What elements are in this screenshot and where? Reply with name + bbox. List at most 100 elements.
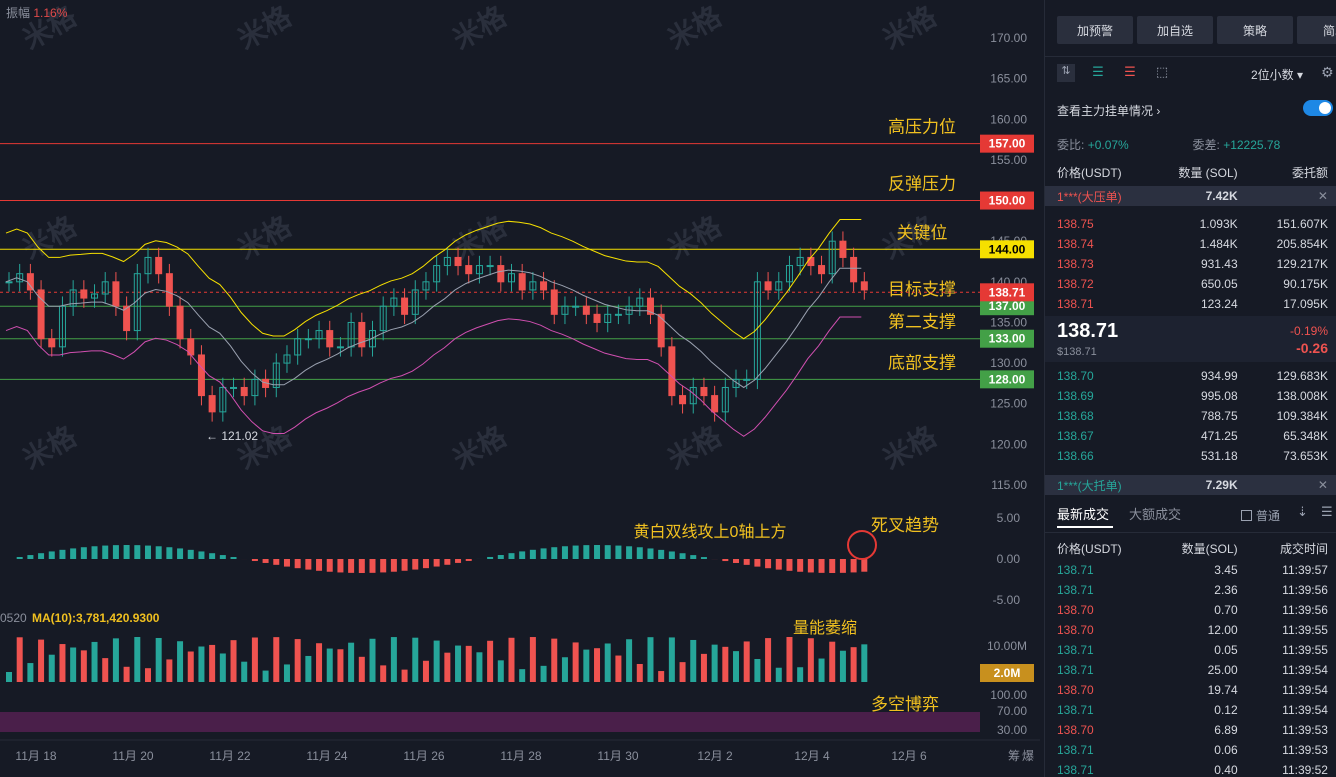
candle-body bbox=[540, 281, 548, 291]
candle-body bbox=[839, 240, 847, 258]
candle-body bbox=[636, 297, 644, 307]
trade-row[interactable]: 138.71 0.05 11:39:55 bbox=[1057, 640, 1328, 660]
close-icon[interactable]: ✕ bbox=[1317, 478, 1328, 492]
filter-icon[interactable]: ⇣ bbox=[1297, 504, 1308, 519]
macd-bar bbox=[134, 545, 141, 559]
trade-qty-header[interactable]: 数量(SOL) bbox=[1181, 542, 1238, 556]
trade-row[interactable]: 138.71 3.45 11:39:57 bbox=[1057, 560, 1328, 580]
add-alert-button[interactable]: 加预警 bbox=[1057, 16, 1133, 44]
macd-bar bbox=[273, 559, 280, 565]
bid-row[interactable]: 138.66 531.18 73.653K bbox=[1057, 446, 1328, 466]
trade-row[interactable]: 138.71 0.40 11:39:52 bbox=[1057, 760, 1328, 777]
trade-row[interactable]: 138.70 12.00 11:39:55 bbox=[1057, 620, 1328, 640]
volume-bar bbox=[690, 639, 697, 682]
price-cell: 138.71 bbox=[1057, 297, 1094, 311]
qty-cell: 25.00 bbox=[1207, 663, 1238, 677]
volume-bar bbox=[754, 659, 761, 682]
candle-body bbox=[646, 297, 654, 315]
amplitude-value: 1.16% bbox=[33, 6, 68, 20]
ask-row[interactable]: 138.74 1.484K 205.854K bbox=[1057, 234, 1328, 254]
depth-view-icon[interactable]: ⬚ bbox=[1155, 64, 1169, 79]
volume-bar bbox=[839, 650, 846, 682]
big-ask-row[interactable]: 1***(大压单) 7.42K ✕ bbox=[1045, 186, 1336, 206]
summary-button[interactable]: 简况 bbox=[1297, 16, 1336, 44]
ask-row[interactable]: 138.71 123.24 17.095K bbox=[1057, 294, 1328, 314]
ask-row[interactable]: 138.72 650.05 90.175K bbox=[1057, 274, 1328, 294]
bid-row[interactable]: 138.70 934.99 129.683K bbox=[1057, 366, 1328, 386]
main-orders-link[interactable]: 查看主力挂单情况 › bbox=[1057, 102, 1160, 119]
date-tick-label: 12月 2 bbox=[697, 749, 733, 763]
chart-canvas[interactable]: 170.00165.00160.00155.00150.00145.00140.… bbox=[0, 0, 1040, 777]
ask-row[interactable]: 138.73 931.43 129.217K bbox=[1057, 254, 1328, 274]
macd-bar bbox=[786, 559, 793, 571]
trade-row[interactable]: 138.71 2.36 11:39:56 bbox=[1057, 580, 1328, 600]
add-favorite-button[interactable]: 加自选 bbox=[1137, 16, 1213, 44]
amount-cell: 73.653K bbox=[1283, 449, 1328, 463]
macd-bar bbox=[294, 559, 301, 569]
volume-bar bbox=[529, 637, 536, 682]
trade-row[interactable]: 138.71 0.12 11:39:54 bbox=[1057, 700, 1328, 720]
macd-bar bbox=[412, 559, 419, 570]
macd-bar bbox=[102, 545, 109, 559]
watermark: 米格 bbox=[18, 420, 83, 475]
price-cell: 138.71 bbox=[1057, 743, 1094, 757]
volume-bar bbox=[636, 663, 643, 682]
trade-row[interactable]: 138.70 19.74 11:39:54 bbox=[1057, 680, 1328, 700]
big-bid-qty: 7.29K bbox=[1205, 478, 1238, 492]
tab-latest-trades[interactable]: 最新成交 bbox=[1057, 507, 1110, 522]
volume-bar bbox=[380, 665, 387, 682]
amount-header[interactable]: 委托额 bbox=[1291, 166, 1328, 180]
bid-row[interactable]: 138.69 995.08 138.008K bbox=[1057, 386, 1328, 406]
ask-row[interactable]: 138.75 1.093K 151.607K bbox=[1057, 214, 1328, 234]
main-orders-toggle[interactable] bbox=[1303, 100, 1333, 116]
candle-body bbox=[422, 281, 430, 291]
qty-cell: 1.093K bbox=[1199, 217, 1238, 231]
both-sides-icon[interactable]: ⇅ bbox=[1057, 64, 1075, 82]
kline-chart[interactable]: 170.00165.00160.00155.00150.00145.00140.… bbox=[0, 0, 1040, 777]
decimals-select[interactable]: 2位小数 ▾ bbox=[1251, 66, 1303, 83]
trade-row[interactable]: 138.71 25.00 11:39:54 bbox=[1057, 660, 1328, 680]
volume-bar bbox=[807, 638, 814, 682]
watermark: 米格 bbox=[663, 0, 728, 55]
macd-bar bbox=[16, 557, 23, 559]
bid-row[interactable]: 138.67 471.25 65.348K bbox=[1057, 426, 1328, 446]
macd-bar bbox=[797, 559, 804, 572]
tab-large-trades[interactable]: 大额成交 bbox=[1129, 507, 1182, 522]
volume-bar bbox=[722, 646, 729, 682]
bid-row[interactable]: 138.68 788.75 109.384K bbox=[1057, 406, 1328, 426]
qty-header[interactable]: 数量 (SOL) bbox=[1178, 166, 1238, 180]
settings-gear-icon[interactable]: ⚙ bbox=[1321, 64, 1334, 80]
volume-bar bbox=[166, 659, 173, 682]
price-tick-label: 130.00 bbox=[990, 356, 1027, 370]
macd-bar bbox=[144, 545, 151, 559]
price-cell: 138.70 bbox=[1057, 603, 1094, 617]
layout-icon[interactable]: ☰ bbox=[1321, 504, 1333, 519]
amount-cell: 129.683K bbox=[1276, 369, 1328, 383]
burst-label: 爆 bbox=[1022, 749, 1034, 763]
last-change: -0.26 bbox=[1296, 340, 1328, 356]
volume-bar bbox=[251, 637, 258, 682]
trade-row[interactable]: 138.70 0.70 11:39:56 bbox=[1057, 600, 1328, 620]
normal-filter-checkbox[interactable]: 普通 bbox=[1241, 507, 1280, 524]
order-ratio: 委比: +0.07% 委差: +12225.78 bbox=[1057, 136, 1328, 153]
macd-bar bbox=[529, 549, 536, 559]
candle-body bbox=[165, 273, 173, 307]
strategy-button[interactable]: 策略 bbox=[1217, 16, 1293, 44]
qty-cell: 2.36 bbox=[1214, 583, 1238, 597]
volume-bar bbox=[519, 669, 526, 682]
big-bid-row[interactable]: 1***(大托单) 7.29K ✕ bbox=[1045, 475, 1336, 495]
volume-bar bbox=[668, 637, 675, 682]
candle-body bbox=[101, 281, 109, 295]
candle-body bbox=[411, 289, 419, 315]
trade-row[interactable]: 138.71 0.06 11:39:53 bbox=[1057, 740, 1328, 760]
candle-body bbox=[668, 346, 676, 397]
volume-bar bbox=[198, 646, 205, 682]
macd-bar bbox=[594, 545, 601, 559]
macd-bar bbox=[422, 559, 429, 569]
volume-bar bbox=[487, 640, 494, 682]
bids-only-icon[interactable]: ☰ bbox=[1092, 64, 1104, 79]
macd-bar bbox=[262, 559, 269, 563]
trade-row[interactable]: 138.70 6.89 11:39:53 bbox=[1057, 720, 1328, 740]
close-icon[interactable]: ✕ bbox=[1317, 189, 1328, 203]
asks-only-icon[interactable]: ☰ bbox=[1124, 64, 1136, 79]
